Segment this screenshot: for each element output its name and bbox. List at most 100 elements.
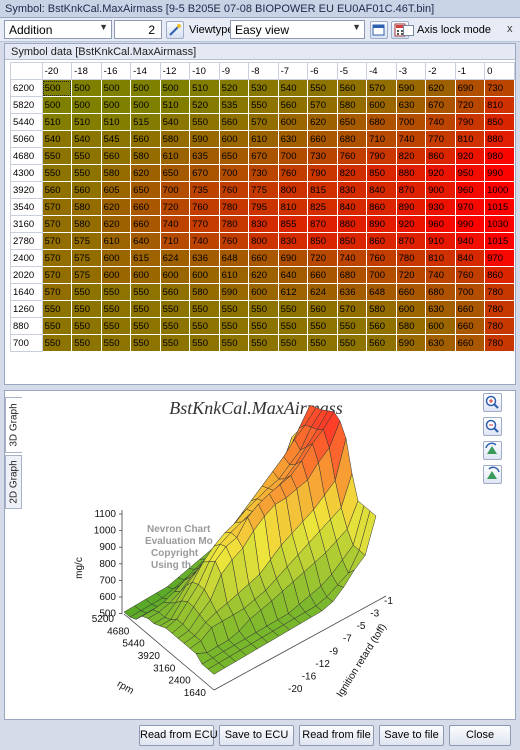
table-cell[interactable]: 730 <box>484 79 515 97</box>
table-cell[interactable]: 760 <box>336 147 368 165</box>
table-cell[interactable]: 550 <box>41 317 73 335</box>
table-cell[interactable]: 630 <box>425 300 456 318</box>
read-from-file-button[interactable]: Read from file <box>299 725 374 746</box>
table-cell[interactable]: 550 <box>159 300 191 318</box>
map-table[interactable]: -20 -18 -16 -14 -12 -10 -9 -8 -7 -6 -5 -4 -3 -2 -1 0 62… <box>10 62 515 352</box>
table-cell[interactable]: 600 <box>218 130 250 148</box>
operation-select[interactable]: Addition ▼ <box>4 20 112 39</box>
table-cell[interactable]: 790 <box>454 113 486 131</box>
table-cell[interactable]: 930 <box>425 198 456 216</box>
table-cell[interactable]: 570 <box>336 300 368 318</box>
table-cell[interactable]: 660 <box>454 300 486 318</box>
table-cell[interactable]: 660 <box>307 266 338 284</box>
table-cell[interactable]: 600 <box>395 300 427 318</box>
copy-button[interactable] <box>370 21 388 39</box>
table-cell[interactable]: 660 <box>130 215 161 233</box>
table-cell[interactable]: 600 <box>277 113 309 131</box>
table-cell[interactable]: 600 <box>159 266 191 284</box>
table-cell[interactable]: 680 <box>336 130 368 148</box>
table-cell[interactable]: 630 <box>395 96 427 114</box>
table-cell[interactable]: 560 <box>366 317 397 335</box>
table-cell[interactable]: 580 <box>71 198 102 216</box>
table-cell[interactable]: 550 <box>248 300 279 318</box>
table-cell[interactable]: 660 <box>454 317 486 335</box>
table-cell[interactable]: 780 <box>484 334 515 352</box>
table-cell[interactable]: 740 <box>425 113 456 131</box>
table-cell[interactable]: 990 <box>484 164 515 182</box>
table-cell[interactable]: 550 <box>100 283 132 301</box>
table-cell[interactable]: 680 <box>336 266 368 284</box>
table-cell[interactable]: 600 <box>366 96 397 114</box>
table-cell[interactable]: 550 <box>336 317 368 335</box>
table-cell[interactable]: 660 <box>248 249 279 267</box>
table-cell[interactable]: 780 <box>484 317 515 335</box>
table-cell[interactable]: 570 <box>41 215 73 233</box>
table-cell[interactable]: 615 <box>130 249 161 267</box>
table-cell[interactable]: 660 <box>454 334 486 352</box>
table-cell[interactable]: 760 <box>277 164 309 182</box>
table-cell[interactable]: 850 <box>336 232 368 250</box>
table-cell[interactable]: 515 <box>130 113 161 131</box>
table-cell[interactable]: 580 <box>189 283 220 301</box>
table-cell[interactable]: 810 <box>484 96 515 114</box>
table-cell[interactable]: 630 <box>425 334 456 352</box>
table-cell[interactable]: 580 <box>395 317 427 335</box>
table-cell[interactable]: 550 <box>100 317 132 335</box>
table-cell[interactable]: 560 <box>336 79 368 97</box>
table-cell[interactable]: 650 <box>130 181 161 199</box>
table-cell[interactable]: 880 <box>484 130 515 148</box>
table-cell[interactable]: 550 <box>100 300 132 318</box>
close-icon[interactable]: x <box>507 23 513 35</box>
table-cell[interactable]: 700 <box>218 164 250 182</box>
table-cell[interactable]: 910 <box>425 232 456 250</box>
table-cell[interactable]: 690 <box>277 249 309 267</box>
table-cell[interactable]: 795 <box>248 198 279 216</box>
table-cell[interactable]: 570 <box>41 198 73 216</box>
table-cell[interactable]: 500 <box>100 96 132 114</box>
table-cell[interactable]: 600 <box>100 249 132 267</box>
table-cell[interactable]: 970 <box>484 249 515 267</box>
apply-operation-button[interactable] <box>166 21 184 39</box>
table-cell[interactable]: 560 <box>307 300 338 318</box>
table-cell[interactable]: 920 <box>454 147 486 165</box>
table-cell[interactable]: 610 <box>159 147 191 165</box>
table-cell[interactable]: 570 <box>41 232 73 250</box>
table-cell[interactable]: 940 <box>454 232 486 250</box>
table-cell[interactable]: 550 <box>41 164 73 182</box>
table-cell[interactable]: 775 <box>248 181 279 199</box>
table-cell[interactable]: 740 <box>395 130 427 148</box>
table-cell[interactable]: 560 <box>218 113 250 131</box>
table-cell[interactable]: 550 <box>71 164 102 182</box>
table-cell[interactable]: 540 <box>159 113 191 131</box>
table-cell[interactable]: 850 <box>484 113 515 131</box>
table-cell[interactable]: 570 <box>307 96 338 114</box>
table-cell[interactable]: 1015 <box>484 198 515 216</box>
table-cell[interactable]: 810 <box>277 198 309 216</box>
table-cell[interactable]: 740 <box>425 266 456 284</box>
table-cell[interactable]: 580 <box>336 96 368 114</box>
table-cell[interactable]: 780 <box>395 249 427 267</box>
save-to-file-button[interactable]: Save to file <box>379 725 444 746</box>
table-cell[interactable]: 635 <box>189 147 220 165</box>
table-cell[interactable]: 920 <box>395 215 427 233</box>
table-cell[interactable]: 700 <box>159 181 191 199</box>
table-cell[interactable]: 510 <box>159 96 191 114</box>
table-cell[interactable]: 820 <box>395 147 427 165</box>
table-cell[interactable]: 960 <box>425 215 456 233</box>
axis-lock-checkbox[interactable] <box>403 25 414 36</box>
table-cell[interactable]: 580 <box>130 147 161 165</box>
table-cell[interactable]: 550 <box>189 300 220 318</box>
table-cell[interactable]: 860 <box>366 198 397 216</box>
table-cell[interactable]: 550 <box>100 334 132 352</box>
table-cell[interactable]: 550 <box>71 300 102 318</box>
table-cell[interactable]: 1000 <box>484 181 515 199</box>
table-cell[interactable]: 700 <box>454 283 486 301</box>
close-button[interactable]: Close <box>449 725 511 746</box>
table-cell[interactable]: 605 <box>100 181 132 199</box>
table-cell[interactable]: 620 <box>307 113 338 131</box>
table-cell[interactable]: 545 <box>100 130 132 148</box>
table-cell[interactable]: 550 <box>130 317 161 335</box>
table-cell[interactable]: 570 <box>41 283 73 301</box>
table-cell[interactable]: 575 <box>71 249 102 267</box>
table-cell[interactable]: 624 <box>159 249 191 267</box>
